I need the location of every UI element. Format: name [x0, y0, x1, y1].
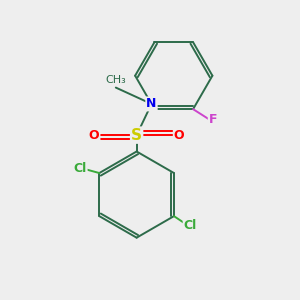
Text: O: O — [89, 129, 99, 142]
Text: O: O — [174, 129, 184, 142]
Text: CH₃: CH₃ — [105, 75, 126, 85]
Text: N: N — [146, 98, 157, 110]
Text: S: S — [131, 128, 142, 142]
Text: Cl: Cl — [184, 218, 197, 232]
Text: Cl: Cl — [74, 162, 87, 175]
Text: F: F — [209, 113, 217, 126]
